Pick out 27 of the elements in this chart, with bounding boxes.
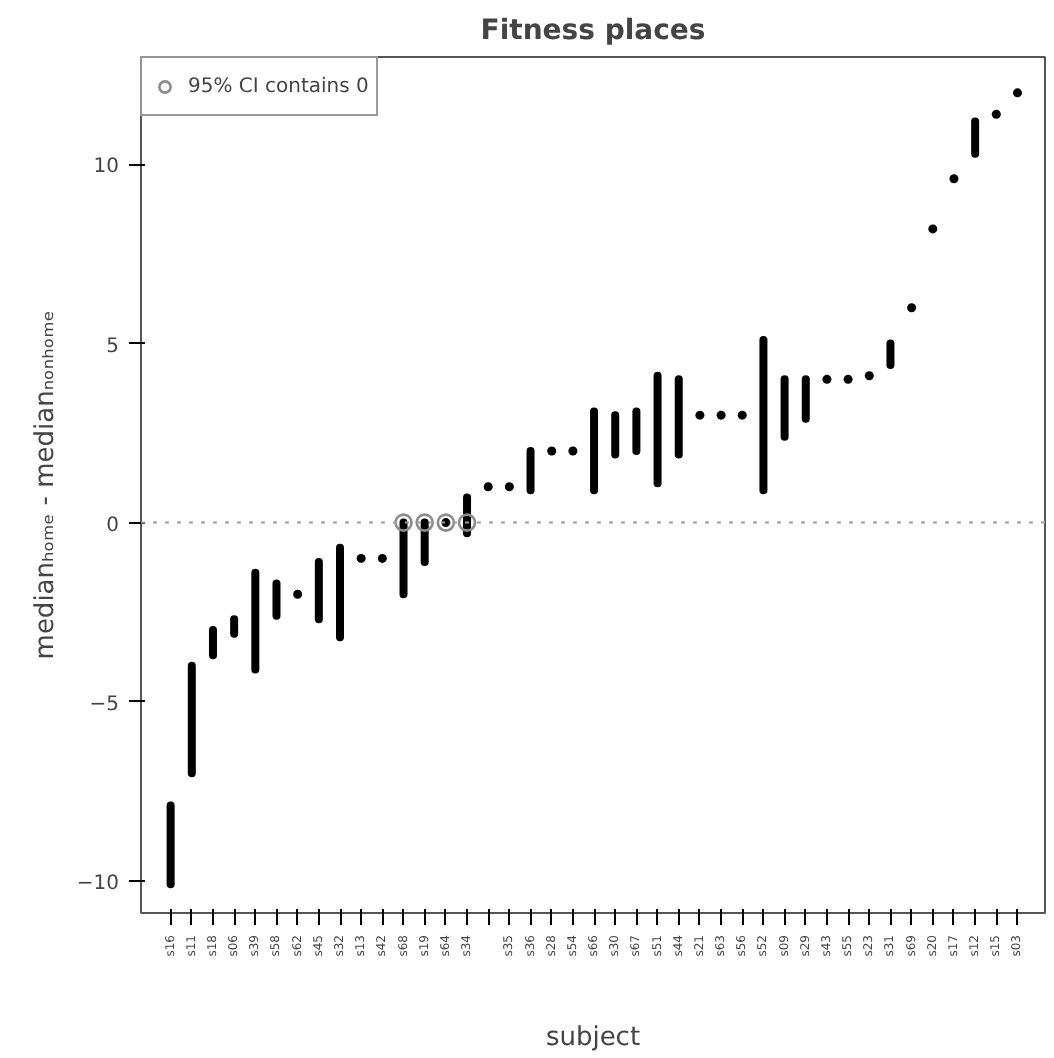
y-axis-title: medianₕₒₘₑ - medianₙₒₙₕₒₘₑ (30, 310, 61, 660)
x-axis-title: subject (545, 1022, 641, 1053)
point (949, 174, 959, 184)
point (864, 371, 874, 381)
point (991, 109, 1001, 119)
chart-title: Fitness places (480, 15, 706, 47)
point (928, 224, 938, 234)
point (377, 553, 387, 563)
point (843, 374, 853, 384)
y-tick-label: −10 (76, 872, 120, 895)
point (822, 374, 832, 384)
point (293, 589, 303, 599)
point (483, 482, 493, 492)
y-tick-label: −5 (89, 693, 120, 716)
point (907, 303, 917, 313)
point (568, 446, 578, 456)
y-tick-label: 0 (106, 514, 120, 537)
point (1012, 88, 1022, 98)
y-tick-label: 5 (106, 335, 120, 358)
legend-label: 95% CI contains 0 (188, 75, 369, 97)
point (695, 410, 705, 420)
point (504, 482, 514, 492)
point (356, 553, 366, 563)
y-tick-label: 10 (93, 156, 120, 179)
point (737, 410, 747, 420)
point (547, 446, 557, 456)
point (716, 410, 726, 420)
